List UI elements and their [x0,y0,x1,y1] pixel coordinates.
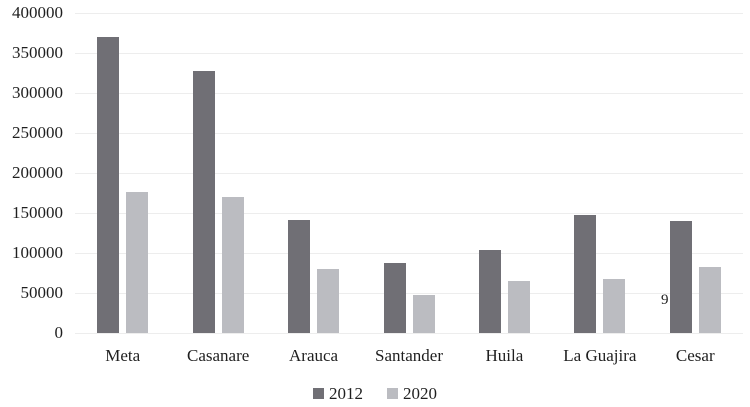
y-tick-label: 300000 [12,83,63,102]
gridline [75,92,743,94]
y-tick-label: 50000 [20,283,64,302]
bar-2012-la-guajira [574,215,597,333]
gridline [75,212,743,214]
stray-data-label: 9 [661,292,669,308]
x-category-label: Huila [485,346,524,365]
bar-2020-arauca [317,269,340,333]
gridline [75,332,743,334]
bar-2020-santander [412,294,435,333]
bar-2012-meta [97,37,120,333]
y-tick-label: 150000 [12,203,63,222]
bar-2020-la-guajira [603,278,626,333]
chart-legend: 2012 2020 [0,381,750,405]
y-tick-label: 400000 [12,3,63,22]
gridline [75,52,743,54]
y-tick-label: 200000 [12,163,63,182]
gridline [75,12,743,14]
legend-label-2012: 2012 [329,383,363,403]
x-category-label: La Guajira [563,346,637,365]
x-category-label: Casanare [186,346,250,365]
bar-2012-santander [383,262,406,333]
legend-item-2012: 2012 [313,385,363,402]
x-category-label: Santander [375,346,443,365]
gridline [75,252,743,254]
bar-2020-huila [507,281,530,333]
gridline [75,132,743,134]
x-category-label: Meta [105,346,141,365]
gridline [75,292,743,294]
y-tick-label: 100000 [12,243,63,262]
bar-2012-arauca [288,220,311,333]
bar-2020-casanare [221,197,244,333]
x-category-label: Arauca [289,346,339,365]
bar-2012-huila [478,249,501,333]
legend-label-2020: 2020 [403,383,437,403]
y-tick-label: 0 [54,323,64,342]
y-tick-label: 250000 [12,123,63,142]
bar-2012-casanare [192,71,215,333]
legend-item-2020: 2020 [387,385,437,402]
bar-2012-cesar [669,221,692,333]
gridline [75,172,743,174]
x-category-label: Cesar [675,346,715,365]
legend-swatch-2020 [387,387,398,399]
bar-2020-cesar [698,266,721,333]
y-tick-label: 350000 [12,43,63,62]
legend-swatch-2012 [313,387,324,399]
bar-2020-meta [126,192,149,333]
